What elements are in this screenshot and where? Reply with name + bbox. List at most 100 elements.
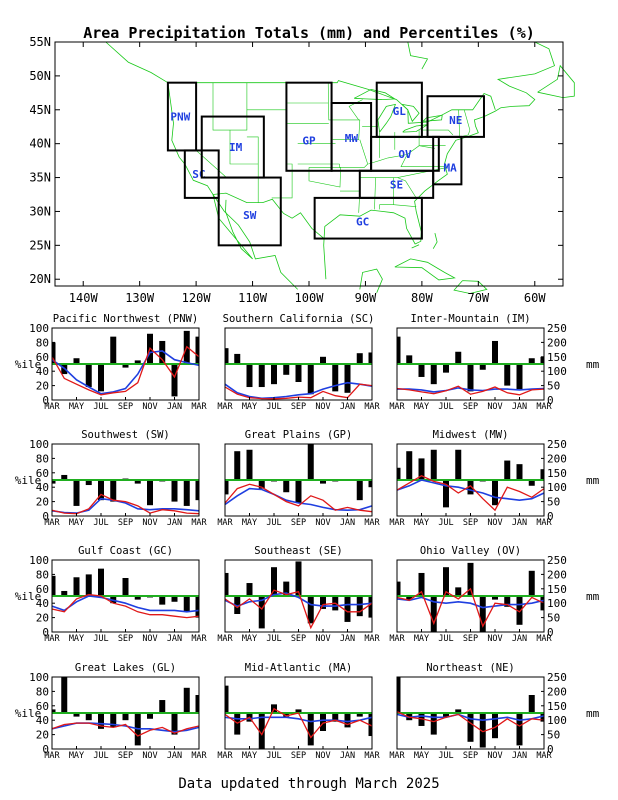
y-tick-label: 0: [547, 626, 554, 639]
percentile-bar: [258, 713, 265, 749]
map-lat-label: 55N: [29, 35, 51, 49]
map-state-border: [374, 177, 376, 210]
x-tick-label: JAN: [340, 518, 355, 528]
y-tick-label: 0: [42, 626, 49, 639]
percentile-bar: [195, 336, 199, 364]
map-coastline: [394, 258, 456, 281]
map-state-border: [340, 190, 361, 213]
observed-precip-line: [396, 587, 545, 628]
y-tick-label: 200: [547, 336, 567, 349]
percentile-bar: [406, 596, 413, 600]
x-tick-label: SEP: [118, 518, 133, 528]
percentile-bar: [406, 355, 413, 364]
figure-title: Area Precipitation Totals (mm) and Perce…: [83, 24, 535, 42]
percentile-bar: [85, 480, 92, 486]
map-coastline: [407, 41, 429, 70]
percentile-bar: [225, 685, 229, 713]
map-coastline: [411, 244, 420, 249]
percentile-bar: [430, 364, 437, 385]
percentile-bar: [183, 687, 190, 713]
panel-southern-california-sc: Southern California (SC) MAR MAY JUL SEP NOV J…: [217, 313, 380, 412]
panel-title: Mid-Atlantic (MA): [245, 662, 352, 674]
observed-precip-line: [51, 345, 200, 396]
x-tick-label: NOV: [142, 751, 157, 761]
percentile-bar: [73, 577, 80, 596]
x-tick-label: JAN: [167, 518, 182, 528]
x-tick-label: SEP: [291, 751, 306, 761]
percentile-bar: [246, 364, 253, 388]
panel-midwest-mw: Midwest (MW)MAR MAY JUL SEP NOV JAN MAR0501001…: [389, 429, 599, 528]
x-tick-label: MAR: [191, 751, 207, 761]
x-tick-label: NOV: [315, 634, 330, 644]
x-tick-label: MAR: [44, 751, 60, 761]
percentile-bar: [98, 568, 104, 596]
x-tick-label: JUL: [266, 751, 281, 761]
x-tick-label: JUL: [93, 634, 108, 644]
normal-precip-line: [396, 596, 545, 609]
percentile-bar: [479, 596, 486, 632]
panel-title: Ohio Valley (OV): [420, 545, 521, 557]
percentile-bar: [225, 348, 229, 364]
percentile-bar: [332, 713, 339, 722]
x-tick-label: JAN: [167, 634, 182, 644]
y-tick-label: 150: [547, 467, 567, 480]
y-tick-label: 100: [547, 481, 567, 494]
y-tick-label: 100: [29, 671, 49, 684]
x-tick-label: MAR: [44, 518, 60, 528]
x-tick-label: JAN: [167, 751, 182, 761]
x-tick-label: JUL: [438, 634, 453, 644]
percentile-bar: [397, 467, 401, 480]
x-tick-label: NOV: [487, 751, 502, 761]
x-tick-label: MAR: [217, 751, 233, 761]
percentile-bar: [171, 364, 178, 397]
percentile-bar: [183, 480, 190, 506]
y-axis-label-percentile: %ile: [15, 590, 42, 603]
percentile-bar: [73, 480, 80, 506]
x-tick-label: SEP: [118, 634, 133, 644]
percentile-bar: [295, 561, 302, 596]
x-tick-label: MAR: [364, 402, 380, 412]
y-tick-label: 200: [547, 452, 567, 465]
percentile-bar: [283, 713, 290, 717]
y-tick-label: 80: [36, 452, 49, 465]
y-tick-label: 20: [36, 729, 49, 742]
percentile-bar: [528, 695, 535, 713]
x-tick-label: MAR: [536, 634, 552, 644]
region-label-sw: SW: [243, 209, 257, 222]
panel-title: Southeast (SE): [254, 545, 343, 557]
percentile-bar: [258, 480, 265, 489]
percentile-bar: [52, 342, 56, 364]
map-lat-label: 50N: [29, 69, 51, 83]
percentile-bar: [134, 596, 141, 600]
percentile-bar: [171, 596, 178, 602]
panel-title: Inter-Mountain (IM): [410, 313, 530, 325]
percentile-bar: [443, 567, 449, 596]
map-coastline: [354, 88, 397, 101]
region-label-gl: GL: [393, 105, 407, 118]
y-tick-label: 20: [36, 496, 49, 509]
percentile-bar: [159, 700, 166, 713]
percentile-bar: [492, 596, 498, 600]
map-state-border: [463, 109, 471, 131]
panel-title: Gulf Coast (GC): [78, 545, 173, 557]
percentile-bar: [283, 480, 290, 493]
x-tick-label: MAR: [389, 634, 405, 644]
percentile-bar: [61, 677, 68, 713]
percentile-bar: [516, 364, 523, 390]
map-state-border: [393, 204, 417, 207]
percentile-bar: [307, 364, 314, 395]
region-label-gp: GP: [302, 134, 316, 147]
map-lat-label: 25N: [29, 238, 51, 252]
y-tick-label: 50: [547, 729, 560, 742]
x-tick-label: NOV: [315, 518, 330, 528]
y-tick-label: 0: [547, 394, 554, 407]
percentile-bar: [528, 358, 535, 364]
y-tick-label: 60: [36, 700, 49, 713]
regional-panels: Pacific Northwest (PNW) MAR MAY JUL SEP NOV JA…: [15, 313, 600, 761]
percentile-bar: [516, 464, 523, 480]
y-tick-label: 0: [547, 743, 554, 756]
x-tick-label: NOV: [142, 634, 157, 644]
percentile-bar: [492, 340, 498, 364]
panel-pacific-northwest-pnw: Pacific Northwest (PNW) MAR MAY JUL SEP NOV JA…: [15, 313, 208, 412]
region-label-gc: GC: [356, 216, 369, 229]
